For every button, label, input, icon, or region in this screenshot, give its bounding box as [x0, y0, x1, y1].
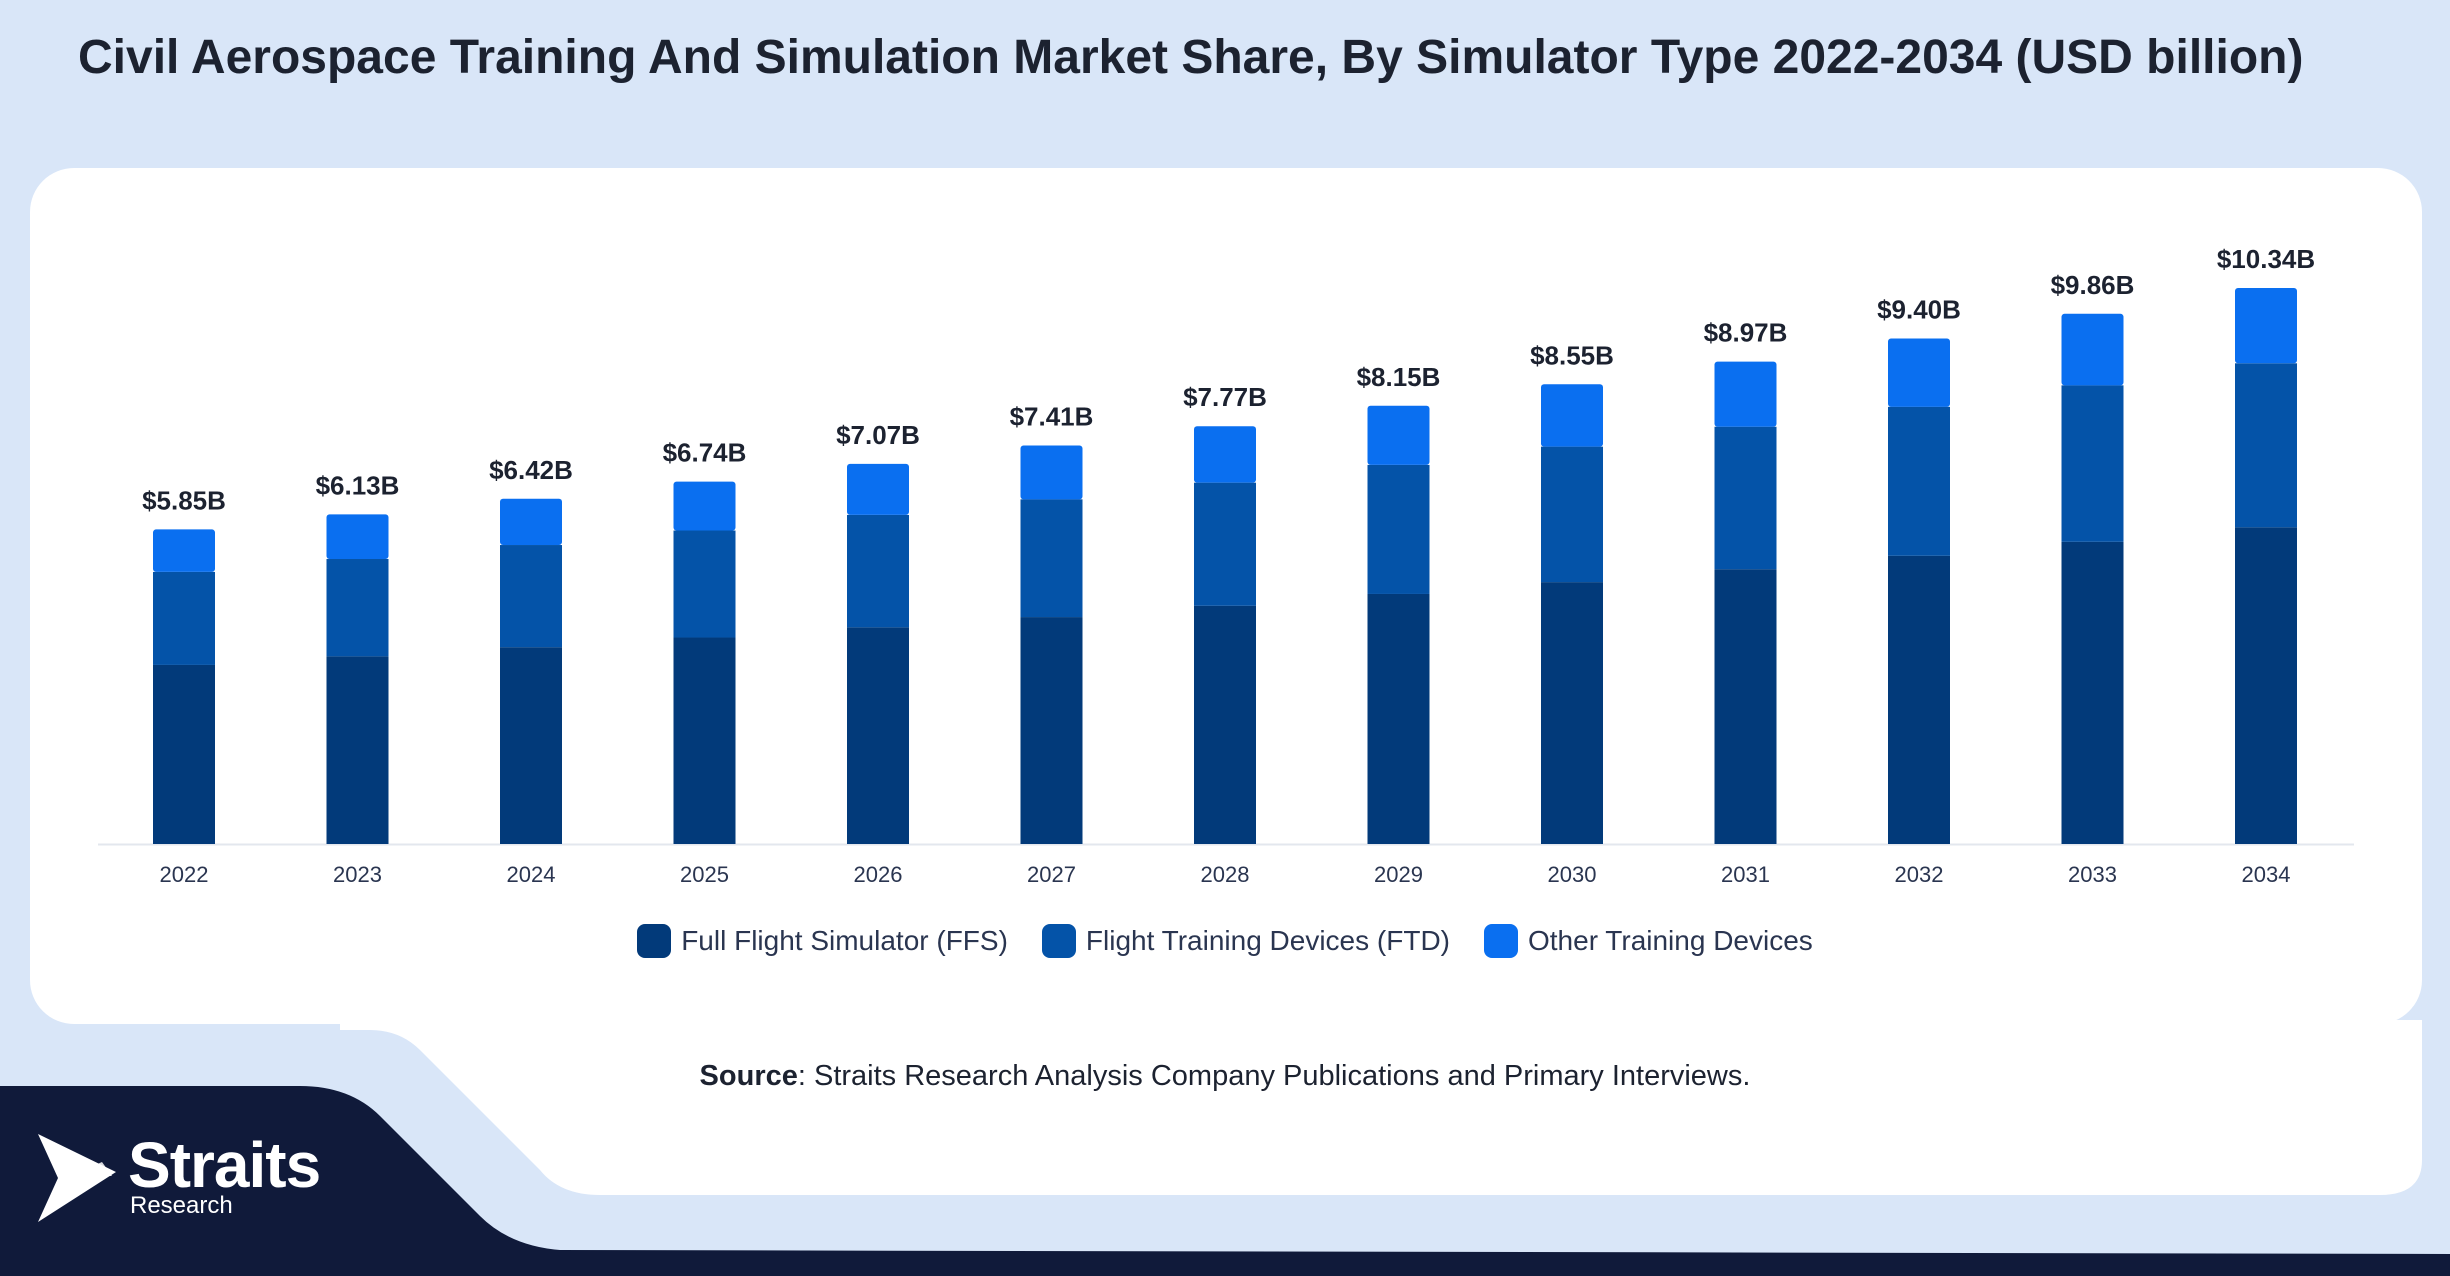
source-note: Source: Straits Research Analysis Compan… — [0, 1060, 2450, 1093]
legend-swatch — [1041, 924, 1076, 958]
bar-other-2024 — [500, 498, 562, 546]
total-label-2023: $6.13B — [316, 470, 400, 500]
legend-label: Flight Training Devices (FTD) — [1085, 925, 1450, 956]
bar-ftd-2030 — [1541, 446, 1603, 583]
bar-other-2028 — [1194, 426, 1256, 483]
bar-other-2030 — [1541, 384, 1603, 447]
bar-ftd-2031 — [1714, 426, 1777, 570]
x-tick-2033: 2033 — [2068, 862, 2117, 887]
x-tick-2024: 2024 — [507, 862, 556, 887]
chart-card: $5.85B 2022 $6.13B 2023 $6.42B 2024 $6.74B 2025… — [30, 168, 2422, 1024]
bar-ffs-2029 — [1367, 593, 1430, 844]
legend-label: Other Training Devices — [1528, 925, 1813, 956]
bar-ffs-2025 — [673, 637, 736, 844]
legend-swatch — [637, 924, 672, 958]
total-label-2030: $8.55B — [1530, 340, 1614, 370]
bar-ftd-2025 — [673, 530, 736, 638]
x-tick-2031: 2031 — [1721, 862, 1770, 887]
bar-ffs-2027 — [1020, 617, 1083, 844]
total-label-2034: $10.34B — [2217, 244, 2315, 274]
bar-other-2025 — [673, 481, 736, 531]
footer-band — [0, 1086, 2450, 1276]
bar-ftd-2034 — [2235, 363, 2297, 528]
bar-ffs-2030 — [1541, 582, 1603, 844]
bar-ftd-2024 — [500, 545, 562, 648]
total-label-2026: $7.07B — [836, 420, 920, 450]
bar-ffs-2031 — [1714, 569, 1777, 844]
legend-item-other[interactable]: Other Training Devices — [1484, 924, 1813, 958]
straits-logo-mark — [38, 1134, 116, 1222]
total-label-2029: $8.15B — [1357, 362, 1441, 392]
bar-ftd-2032 — [1888, 406, 1950, 556]
bar-ftd-2026 — [847, 514, 909, 628]
total-label-2027: $7.41B — [1010, 402, 1094, 432]
bar-ftd-2029 — [1367, 464, 1430, 594]
source-label: Source — [699, 1060, 798, 1092]
bar-other-2029 — [1367, 405, 1430, 465]
bar-ftd-2033 — [2061, 385, 2124, 542]
x-tick-2023: 2023 — [333, 862, 382, 887]
card-bottom-notch — [340, 1020, 2422, 1195]
x-tick-2034: 2034 — [2242, 862, 2291, 887]
page-title: Civil Aerospace Training And Simulation … — [78, 31, 2304, 84]
bar-ffs-2026 — [847, 627, 909, 844]
x-tick-2026: 2026 — [854, 862, 903, 887]
bar-other-2027 — [1020, 445, 1083, 500]
bar-other-2022 — [153, 529, 215, 572]
x-tick-2027: 2027 — [1027, 862, 1076, 887]
x-tick-2022: 2022 — [160, 862, 209, 887]
bar-ftd-2028 — [1194, 482, 1256, 606]
total-label-2025: $6.74B — [663, 438, 747, 468]
bar-ffs-2034 — [2235, 527, 2297, 844]
bar-ffs-2032 — [1888, 555, 1950, 844]
total-label-2028: $7.77B — [1183, 382, 1267, 412]
legend-swatch — [1484, 924, 1518, 958]
total-label-2022: $5.85B — [142, 485, 226, 515]
total-label-2033: $9.86B — [2051, 270, 2135, 300]
bar-other-2034 — [2235, 288, 2297, 364]
x-tick-2032: 2032 — [1895, 862, 1944, 887]
total-label-2024: $6.42B — [489, 455, 573, 485]
legend-item-ftd[interactable]: Flight Training Devices (FTD) — [1041, 924, 1450, 958]
logo-wordmark: Straits — [128, 1129, 321, 1201]
bar-other-2026 — [847, 463, 909, 515]
bar-other-2032 — [1888, 338, 1950, 407]
total-label-2032: $9.40B — [1877, 295, 1961, 325]
x-tick-2029: 2029 — [1374, 862, 1423, 887]
bar-other-2023 — [326, 514, 389, 560]
x-tick-2030: 2030 — [1548, 862, 1597, 887]
total-label-2031: $8.97B — [1704, 318, 1788, 348]
bar-ftd-2022 — [153, 571, 215, 665]
bar-ffs-2028 — [1194, 605, 1256, 844]
source-text: : Straits Research Analysis Company Publ… — [797, 1060, 1751, 1092]
bar-other-2031 — [1714, 361, 1777, 427]
bar-ffs-2022 — [153, 664, 215, 844]
legend-label: Full Flight Simulator (FFS) — [681, 925, 1008, 956]
legend-item-ffs[interactable]: Full Flight Simulator (FFS) — [637, 924, 1008, 958]
logo-subtitle: Research — [130, 1192, 233, 1219]
bar-ffs-2023 — [326, 656, 389, 844]
bar-ffs-2033 — [2061, 541, 2124, 844]
stacked-bar-chart: $5.85B 2022 $6.13B 2023 $6.42B 2024 $6.74B 2025… — [98, 244, 2354, 887]
x-tick-2025: 2025 — [680, 862, 729, 887]
chart-legend: Full Flight Simulator (FFS) Flight Traini… — [0, 924, 2450, 958]
bar-ftd-2027 — [1020, 499, 1083, 618]
bar-other-2033 — [2061, 313, 2124, 386]
bar-ffs-2024 — [500, 647, 562, 844]
bar-ftd-2023 — [326, 559, 389, 657]
x-tick-2028: 2028 — [1201, 862, 1250, 887]
